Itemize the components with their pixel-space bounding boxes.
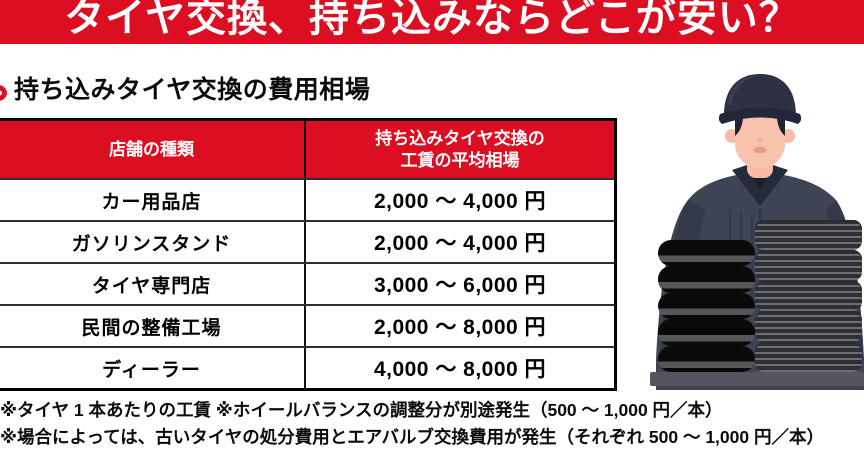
section-title: 持ち込みタイヤ交換の費用相場 (14, 76, 371, 104)
shop-name: ディーラー (0, 348, 306, 388)
tire (658, 319, 755, 346)
table-row: ディーラー 4,000 ～ 8,000 円 (0, 346, 614, 388)
tire (755, 311, 862, 342)
mechanic-illustration (630, 60, 864, 390)
table-row: カー用品店 2,000 ～ 4,000 円 (0, 178, 614, 220)
shop-name: カー用品店 (0, 180, 306, 220)
price-table: 店舗の種類 持ち込みタイヤ交換の 工賃の平均相場 カー用品店 2,000 ～ 4… (0, 118, 617, 391)
price-range: 4,000 ～ 8,000 円 (373, 358, 547, 381)
tire (755, 280, 862, 312)
table-row: ガソリンスタンド 2,000 ～ 4,000 円 (0, 220, 614, 262)
tire (755, 220, 862, 251)
price-range: 2,000 ～ 4,000 円 (373, 190, 547, 213)
shop-name: ガソリンスタンド (0, 222, 306, 262)
tire (658, 345, 755, 372)
tire-stack-left (658, 240, 755, 372)
tire-platform (650, 372, 864, 386)
shop-name: タイヤ専門店 (0, 264, 306, 304)
footnote-line-2: ※場合によっては、古いタイヤの処分費用とエアバルブ交換費用が発生（それぞれ 50… (0, 427, 824, 447)
price-range: 2,000 ～ 8,000 円 (373, 316, 547, 339)
headline-title: タイヤ交換、持ち込みならどこが安い？ (64, 0, 800, 40)
tire (658, 240, 755, 267)
section-marker-icon (0, 85, 7, 101)
footnotes: ※タイヤ 1 本あたりの工賃 ※ホイールバランスの調整分が別途発生（500 ～ … (0, 397, 824, 451)
headline-banner: タイヤ交換、持ち込みならどこが安い？ (0, 0, 864, 44)
tire (755, 250, 862, 281)
col-header-average-rate: 持ち込みタイヤ交換の 工賃の平均相場 (306, 121, 614, 178)
tire (658, 292, 755, 320)
footnote-line-1: ※タイヤ 1 本あたりの工賃 ※ホイールバランスの調整分が別途発生（500 ～ … (0, 400, 723, 420)
table-row: 民間の整備工場 2,000 ～ 8,000 円 (0, 304, 614, 346)
col-header-shop-type: 店舗の種類 (0, 121, 306, 178)
col-header-average-rate-line1: 持ち込みタイヤ交換の (375, 129, 545, 149)
tire (755, 341, 862, 372)
shop-name: 民間の整備工場 (0, 306, 306, 346)
price-range: 2,000 ～ 4,000 円 (373, 232, 547, 255)
price-range: 3,000 ～ 6,000 円 (373, 274, 547, 297)
table-row: タイヤ専門店 3,000 ～ 6,000 円 (0, 262, 614, 304)
tire (658, 266, 755, 293)
tire-stack-right (755, 220, 862, 372)
table-header-row: 店舗の種類 持ち込みタイヤ交換の 工賃の平均相場 (0, 121, 614, 178)
col-header-average-rate-line2: 工賃の平均相場 (400, 150, 520, 170)
